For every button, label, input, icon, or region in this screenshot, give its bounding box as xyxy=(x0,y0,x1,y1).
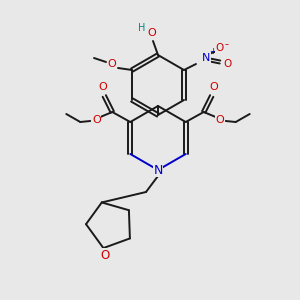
Text: O: O xyxy=(101,249,110,262)
Text: N: N xyxy=(153,164,163,176)
Text: -: - xyxy=(224,39,228,49)
Text: +: + xyxy=(209,46,216,56)
Text: O: O xyxy=(98,82,107,92)
Text: O: O xyxy=(108,59,116,69)
Text: O: O xyxy=(216,43,224,53)
Text: O: O xyxy=(209,82,218,92)
Text: O: O xyxy=(224,59,232,69)
Text: N: N xyxy=(202,53,210,63)
Text: O: O xyxy=(92,115,101,125)
Text: O: O xyxy=(148,28,156,38)
Text: O: O xyxy=(215,115,224,125)
Text: H: H xyxy=(138,23,146,33)
